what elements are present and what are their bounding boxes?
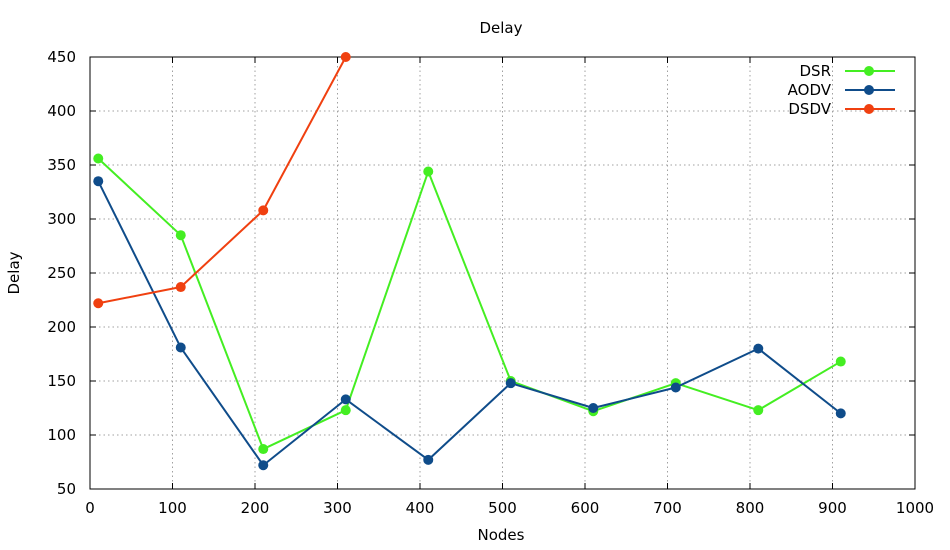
- x-tick-label: 600: [571, 499, 600, 517]
- y-tick-label: 400: [47, 102, 76, 120]
- data-point-aodv: [340, 394, 351, 405]
- data-point-aodv: [835, 408, 846, 419]
- y-tick-label: 200: [47, 318, 76, 336]
- y-tick-label: 100: [47, 426, 76, 444]
- x-axis-label: Nodes: [478, 526, 525, 544]
- data-point-aodv: [423, 454, 434, 465]
- series-line-dsdv: [98, 56, 347, 305]
- data-point-dsr: [835, 356, 846, 367]
- legend-item-dsdv: DSDV: [788, 100, 895, 118]
- series-aodv: [93, 176, 846, 471]
- data-point-dsdv: [175, 282, 186, 293]
- chart-title: Delay: [479, 19, 522, 37]
- legend-swatch-marker-aodv: [864, 85, 874, 95]
- data-point-aodv: [670, 382, 681, 393]
- legend-item-dsr: DSR: [800, 62, 895, 80]
- data-point-dsr: [93, 153, 104, 164]
- x-tick-label: 800: [736, 499, 765, 517]
- y-tick-label: 450: [47, 48, 76, 66]
- legend-swatch-marker-dsr: [864, 66, 874, 76]
- data-point-aodv: [753, 343, 764, 354]
- x-tick-label: 200: [241, 499, 270, 517]
- x-tick-label: 100: [158, 499, 187, 517]
- data-point-aodv: [93, 176, 104, 187]
- grid-layer: [90, 57, 915, 489]
- y-tick-label: 300: [47, 210, 76, 228]
- data-point-dsdv: [340, 52, 351, 62]
- x-tick-label: 900: [818, 499, 847, 517]
- data-point-aodv: [588, 403, 599, 413]
- data-point-aodv: [175, 342, 186, 353]
- legend-swatch-marker-dsdv: [864, 104, 874, 114]
- legend-item-aodv: AODV: [788, 81, 895, 99]
- y-tick-label: 350: [47, 156, 76, 174]
- series-line-dsr: [97, 157, 842, 451]
- x-tick-label: 0: [85, 499, 95, 517]
- legend-label-dsr: DSR: [800, 62, 832, 80]
- data-point-dsdv: [258, 205, 269, 216]
- y-tick-label: 150: [47, 372, 76, 390]
- series-layer: [93, 52, 846, 471]
- data-point-dsr: [258, 444, 269, 455]
- data-point-aodv: [258, 460, 269, 471]
- data-point-aodv: [505, 378, 516, 389]
- x-tick-label: 300: [323, 499, 352, 517]
- series-dsr: [93, 153, 846, 455]
- tick-layer: 0 100 200 300 400 500 600 700 800 900 1000 50 100 150…: [47, 48, 934, 517]
- series-dsdv: [93, 52, 351, 309]
- x-tick-label: 400: [406, 499, 435, 517]
- x-tick-label: 700: [653, 499, 682, 517]
- y-axis-label: Delay: [5, 251, 23, 294]
- x-tick-label: 500: [488, 499, 517, 517]
- x-tick-label: 1000: [896, 499, 934, 517]
- data-point-dsr: [175, 230, 186, 241]
- y-tick-label: 50: [57, 480, 76, 498]
- data-point-dsr: [753, 405, 764, 416]
- legend-label-aodv: AODV: [788, 81, 832, 99]
- data-point-dsr: [340, 405, 351, 416]
- data-point-dsr: [423, 166, 434, 177]
- series-line-aodv: [97, 180, 842, 467]
- data-point-dsdv: [93, 298, 104, 309]
- y-tick-label: 250: [47, 264, 76, 282]
- legend-label-dsdv: DSDV: [788, 100, 831, 118]
